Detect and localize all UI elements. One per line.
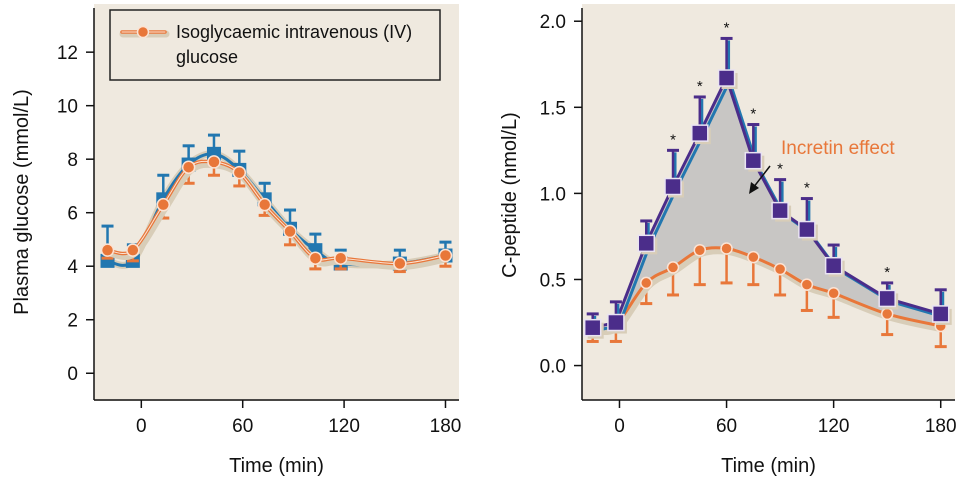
- glucose-x-axis-title: Time (min): [229, 455, 324, 477]
- c-peptide-x-tick-label: 120: [818, 416, 850, 437]
- legend-label-line1: Isoglycaemic intravenous (IV): [176, 22, 412, 42]
- glucose-y-tick-label: 10: [57, 97, 78, 118]
- c-peptide-iv-marker: [880, 307, 894, 321]
- c-peptide-x-axis-title: Time (min): [721, 455, 816, 477]
- significance-star: *: [777, 161, 783, 178]
- glucose-iv-marker: [100, 243, 115, 257]
- c-peptide-oral-marker: [878, 289, 896, 308]
- incretin-annotation: Incretin effect: [749, 138, 895, 194]
- c-peptide-y-tick-label: 2.0: [540, 12, 566, 33]
- glucose-y-tick-label: 4: [67, 257, 78, 278]
- glucose-iv-marker: [283, 224, 297, 239]
- c-peptide-oral-marker: [931, 305, 950, 323]
- c-peptide-iv-marker: [827, 287, 840, 300]
- c-peptide-series: * * * * * * *: [583, 19, 952, 349]
- glucose-iv-marker: [308, 251, 323, 265]
- glucose-x-tick-label: 0: [136, 416, 147, 437]
- c-peptide-panel: 0 60 120 180 0.0 0.5 1.0 1.5 2.0 Time (min) C-pept…: [499, 4, 957, 477]
- glucose-y-tick-label: 8: [67, 150, 78, 171]
- glucose-y-axis-title: Plasma glucose (mmol/L): [11, 89, 33, 315]
- c-peptide-y-tick-label: 1.0: [540, 184, 566, 205]
- glucose-x-tick-label: 60: [232, 416, 253, 437]
- glucose-iv-marker: [207, 155, 221, 169]
- c-peptide-oral-marker: [607, 313, 625, 332]
- legend-marker: [136, 25, 150, 39]
- glucose-x-tick-label: 120: [328, 416, 360, 437]
- glucose-series: [100, 133, 453, 274]
- incretin-effect-area: [592, 78, 941, 328]
- c-peptide-iv-marker: [747, 250, 760, 264]
- c-peptide-oral-marker: [637, 234, 655, 253]
- glucose-y-tick-label: 6: [67, 204, 78, 225]
- c-peptide-x-tick-label: 180: [925, 416, 957, 437]
- incretin-effect-label: Incretin effect: [781, 138, 895, 159]
- significance-star: *: [884, 264, 890, 281]
- c-peptide-iv-marker: [773, 262, 787, 276]
- glucose-iv-marker: [156, 197, 171, 212]
- c-peptide-y-axis-title: C-peptide (nmol/L): [499, 112, 521, 278]
- glucose-iv-marker: [126, 243, 140, 257]
- c-peptide-y-tick-label: 0.0: [540, 357, 566, 378]
- glucose-iv-marker: [438, 248, 453, 263]
- glucose-y-tick-label: 12: [57, 43, 78, 64]
- glucose-axes: 0 60 120 180 0 2 4 6 8 10 12 Time (min) Plasma gluco…: [11, 8, 461, 477]
- significance-star: *: [804, 180, 810, 197]
- significance-star: *: [750, 106, 756, 123]
- glucose-iv-marker: [232, 165, 247, 180]
- glucose-plot-area: [94, 4, 459, 400]
- c-peptide-iv-marker: [666, 261, 680, 274]
- c-peptide-oral-marker: [771, 201, 789, 220]
- c-peptide-iv-marker: [720, 242, 733, 255]
- incretin-arrow-head: [749, 182, 759, 194]
- legend-box: [109, 9, 441, 81]
- glucose-iv-marker: [181, 160, 196, 174]
- c-peptide-iv-marker: [693, 243, 707, 257]
- glucose-iv-marker: [333, 251, 348, 265]
- c-peptide-oral-marker: [691, 124, 709, 142]
- c-peptide-axes: 0 60 120 180 0.0 0.5 1.0 1.5 2.0 Time (min) C-pept…: [499, 8, 957, 477]
- c-peptide-oral-marker: [744, 151, 763, 170]
- significance-star: *: [724, 19, 730, 36]
- c-peptide-x-tick-label: 60: [716, 416, 737, 437]
- c-peptide-iv-marker: [800, 278, 814, 291]
- glucose-iv-marker: [257, 197, 272, 212]
- incretin-arrow-shaft: [752, 165, 771, 189]
- glucose-legend: Isoglycaemic intravenous (IV) glucose: [109, 9, 441, 81]
- c-peptide-oral-marker: [583, 318, 602, 337]
- c-peptide-iv-marker: [639, 276, 653, 290]
- c-peptide-oral-marker: [664, 177, 682, 196]
- glucose-y-tick-label: 0: [67, 364, 78, 385]
- glucose-y-tick-label: 2: [67, 311, 78, 332]
- c-peptide-y-tick-label: 0.5: [540, 270, 566, 291]
- legend-label-line2: glucose: [176, 47, 238, 67]
- significance-star: *: [697, 78, 703, 95]
- significance-star: *: [670, 131, 676, 148]
- glucose-panel: 0 60 120 180 0 2 4 6 8 10 12 Time (min) Plasma gluco…: [11, 4, 461, 477]
- c-peptide-oral-marker: [824, 256, 843, 275]
- c-peptide-oral-marker: [717, 69, 736, 87]
- glucose-x-tick-label: 180: [430, 416, 462, 437]
- c-peptide-oral-marker: [798, 220, 816, 239]
- c-peptide-y-tick-label: 1.5: [540, 98, 566, 119]
- glucose-iv-marker: [393, 256, 407, 271]
- c-peptide-x-tick-label: 0: [614, 416, 625, 437]
